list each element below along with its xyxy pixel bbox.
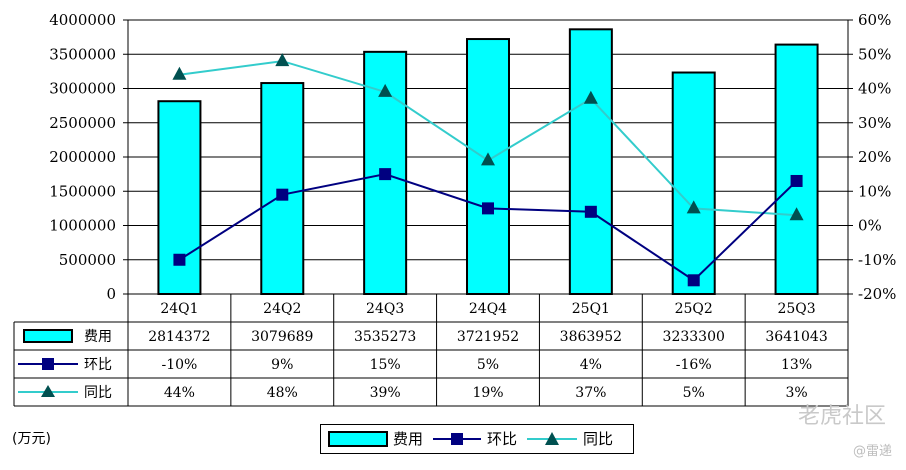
table-cell: 15% [370,357,401,373]
legend-label-fee: 费用 [393,430,423,448]
bar-fee [568,28,613,296]
y-right-tick-label: -10% [858,251,896,269]
bar-fee [671,71,716,295]
qoq-point [790,174,803,187]
yoy-point [378,83,393,97]
table-cell: 13% [781,357,812,373]
qoq-point [584,205,597,218]
bar-fee [466,38,510,295]
table-cell: 3721952 [457,329,519,345]
table-cell: -16% [676,357,712,373]
yoy-point [172,66,187,80]
category-label: 24Q1 [160,301,198,317]
unit-label: (万元) [12,431,51,447]
yoy-point [275,53,290,67]
legend-qoq-marker [451,433,463,445]
y-left-tick-label: 1000000 [49,217,116,235]
y-left-tick-label: 3500000 [49,45,116,63]
table-cell: 3863952 [560,329,622,345]
table-cell: 37% [575,385,606,401]
watermark-sub: @雷递 [852,444,892,459]
row-key-yoy-marker [41,385,55,397]
row-key-bar [23,329,73,343]
y-right-tick-label: 50% [858,45,891,63]
table-cell: 48% [267,385,298,401]
y-left-tick-label: 500000 [59,251,116,269]
table-cell: 2814372 [148,329,210,345]
yoy-point [583,90,598,104]
y-left-tick-label: 4000000 [49,11,116,29]
legend-yoy-marker [545,432,559,445]
table-cell: 3535273 [354,329,416,345]
row-header: 同比 [84,385,112,401]
category-label: 24Q3 [366,301,404,317]
legend: 费用 环比 同比 [320,424,634,454]
row-header: 环比 [84,357,112,373]
qoq-point [173,253,186,266]
y-right-tick-label: 60% [858,11,891,29]
y-left-tick-label: 3000000 [49,80,116,98]
legend-items: 费用 环比 同比 [328,430,613,448]
y-left-tick-label: 0 [106,285,116,303]
watermark: 老虎社区 [797,404,886,429]
qoq-point [276,188,289,201]
yoy-point [789,207,804,221]
table-cell: 5% [477,357,499,373]
table-cell: 39% [370,385,401,401]
y-left-tick-label: 2500000 [49,114,116,132]
yoy-point [686,200,701,214]
row-header: 费用 [84,329,112,345]
table-cell: 5% [683,385,705,401]
y-right-tick-label: 10% [858,182,891,200]
qoq-point [482,202,494,215]
category-label: 24Q2 [263,301,301,317]
table-cell: 3079689 [251,329,313,345]
legend-label-qoq: 环比 [487,430,517,448]
y-left-tick-label: 1500000 [49,182,116,200]
bar-fee [774,43,819,295]
table-cell: 3641043 [765,329,827,345]
y-right-tick-label: 20% [858,148,891,166]
legend-bar-swatch [328,431,388,447]
y-right-tick-label: 0% [858,217,882,235]
category-label: 25Q2 [675,301,713,317]
category-label: 25Q1 [572,301,610,317]
table-cell: 3233300 [663,329,725,345]
y-right-tick-label: 30% [858,114,891,132]
y-right-tick-label: 40% [858,80,891,98]
category-label: 25Q3 [777,301,815,317]
qoq-point [687,274,700,287]
table-cell: -10% [161,357,197,373]
row-key-qoq-marker [42,358,54,370]
table-cell: 4% [580,357,602,373]
y-right-tick-label: -20% [858,285,896,303]
bar-fee [260,82,305,295]
qoq-point [379,168,392,181]
table-cell: 3% [785,385,807,401]
table-cell: 19% [472,385,503,401]
category-label: 24Q4 [469,301,507,317]
y-left-tick-label: 2000000 [49,148,116,166]
legend-label-yoy: 同比 [583,430,613,448]
table-cell: 9% [271,357,293,373]
yoy-point [481,152,495,166]
table-cell: 44% [164,385,195,401]
